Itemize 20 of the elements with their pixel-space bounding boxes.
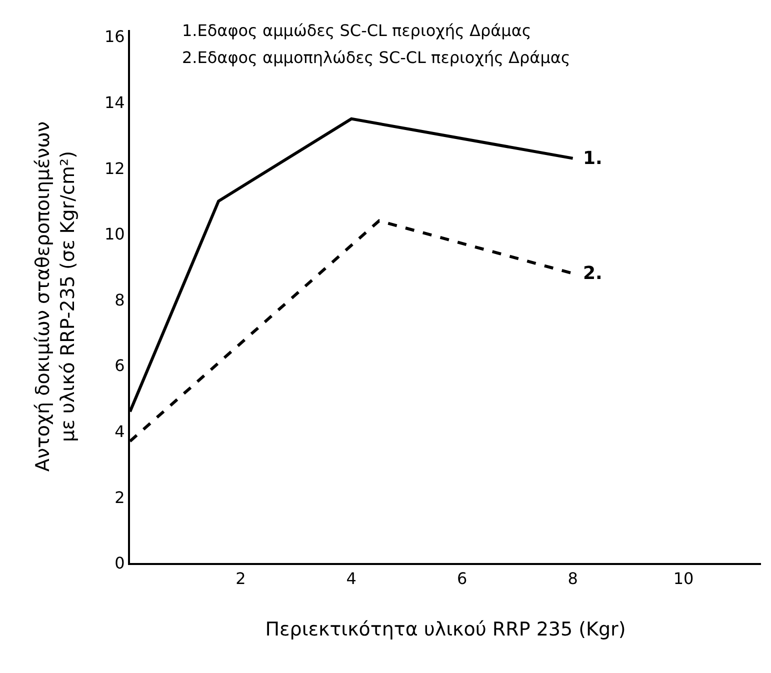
x-tick-label: 6 bbox=[457, 569, 468, 588]
annotation: 1.Εδαφος αμμώδες SC-CL περιοχής Δράμας bbox=[182, 21, 532, 40]
y-tick-label: 0 bbox=[114, 554, 125, 573]
annotation: 2. bbox=[583, 263, 602, 284]
annotation: 2.Εδαφος αμμοπηλώδες SC-CL περιοχής Δράμας bbox=[182, 48, 570, 67]
y-tick-label: 8 bbox=[114, 290, 125, 310]
y-tick-label: 14 bbox=[104, 92, 125, 112]
y-tick-label: 2 bbox=[114, 488, 125, 507]
x-tick-label: 4 bbox=[346, 569, 356, 588]
x-tick-label: 2 bbox=[236, 569, 246, 588]
x-tick-label: 10 bbox=[673, 569, 694, 588]
y-tick-label: 12 bbox=[104, 158, 125, 178]
y-tick-label: 16 bbox=[104, 27, 125, 46]
y-tick-label: 10 bbox=[104, 224, 125, 244]
annotation: 1. bbox=[583, 148, 602, 169]
y-tick-label: 6 bbox=[114, 356, 125, 376]
x-tick-label: 8 bbox=[568, 569, 578, 588]
y-axis-title: Αντοχή δοκιμίων σταθεροποιημένων με υλικό RRP-235 (σε Kgr/cm²) bbox=[32, 121, 79, 472]
y-tick-label: 4 bbox=[114, 422, 125, 441]
x-axis-title: Περιεκτικότητα υλικού RRP 235 (Kgr) bbox=[265, 618, 626, 640]
